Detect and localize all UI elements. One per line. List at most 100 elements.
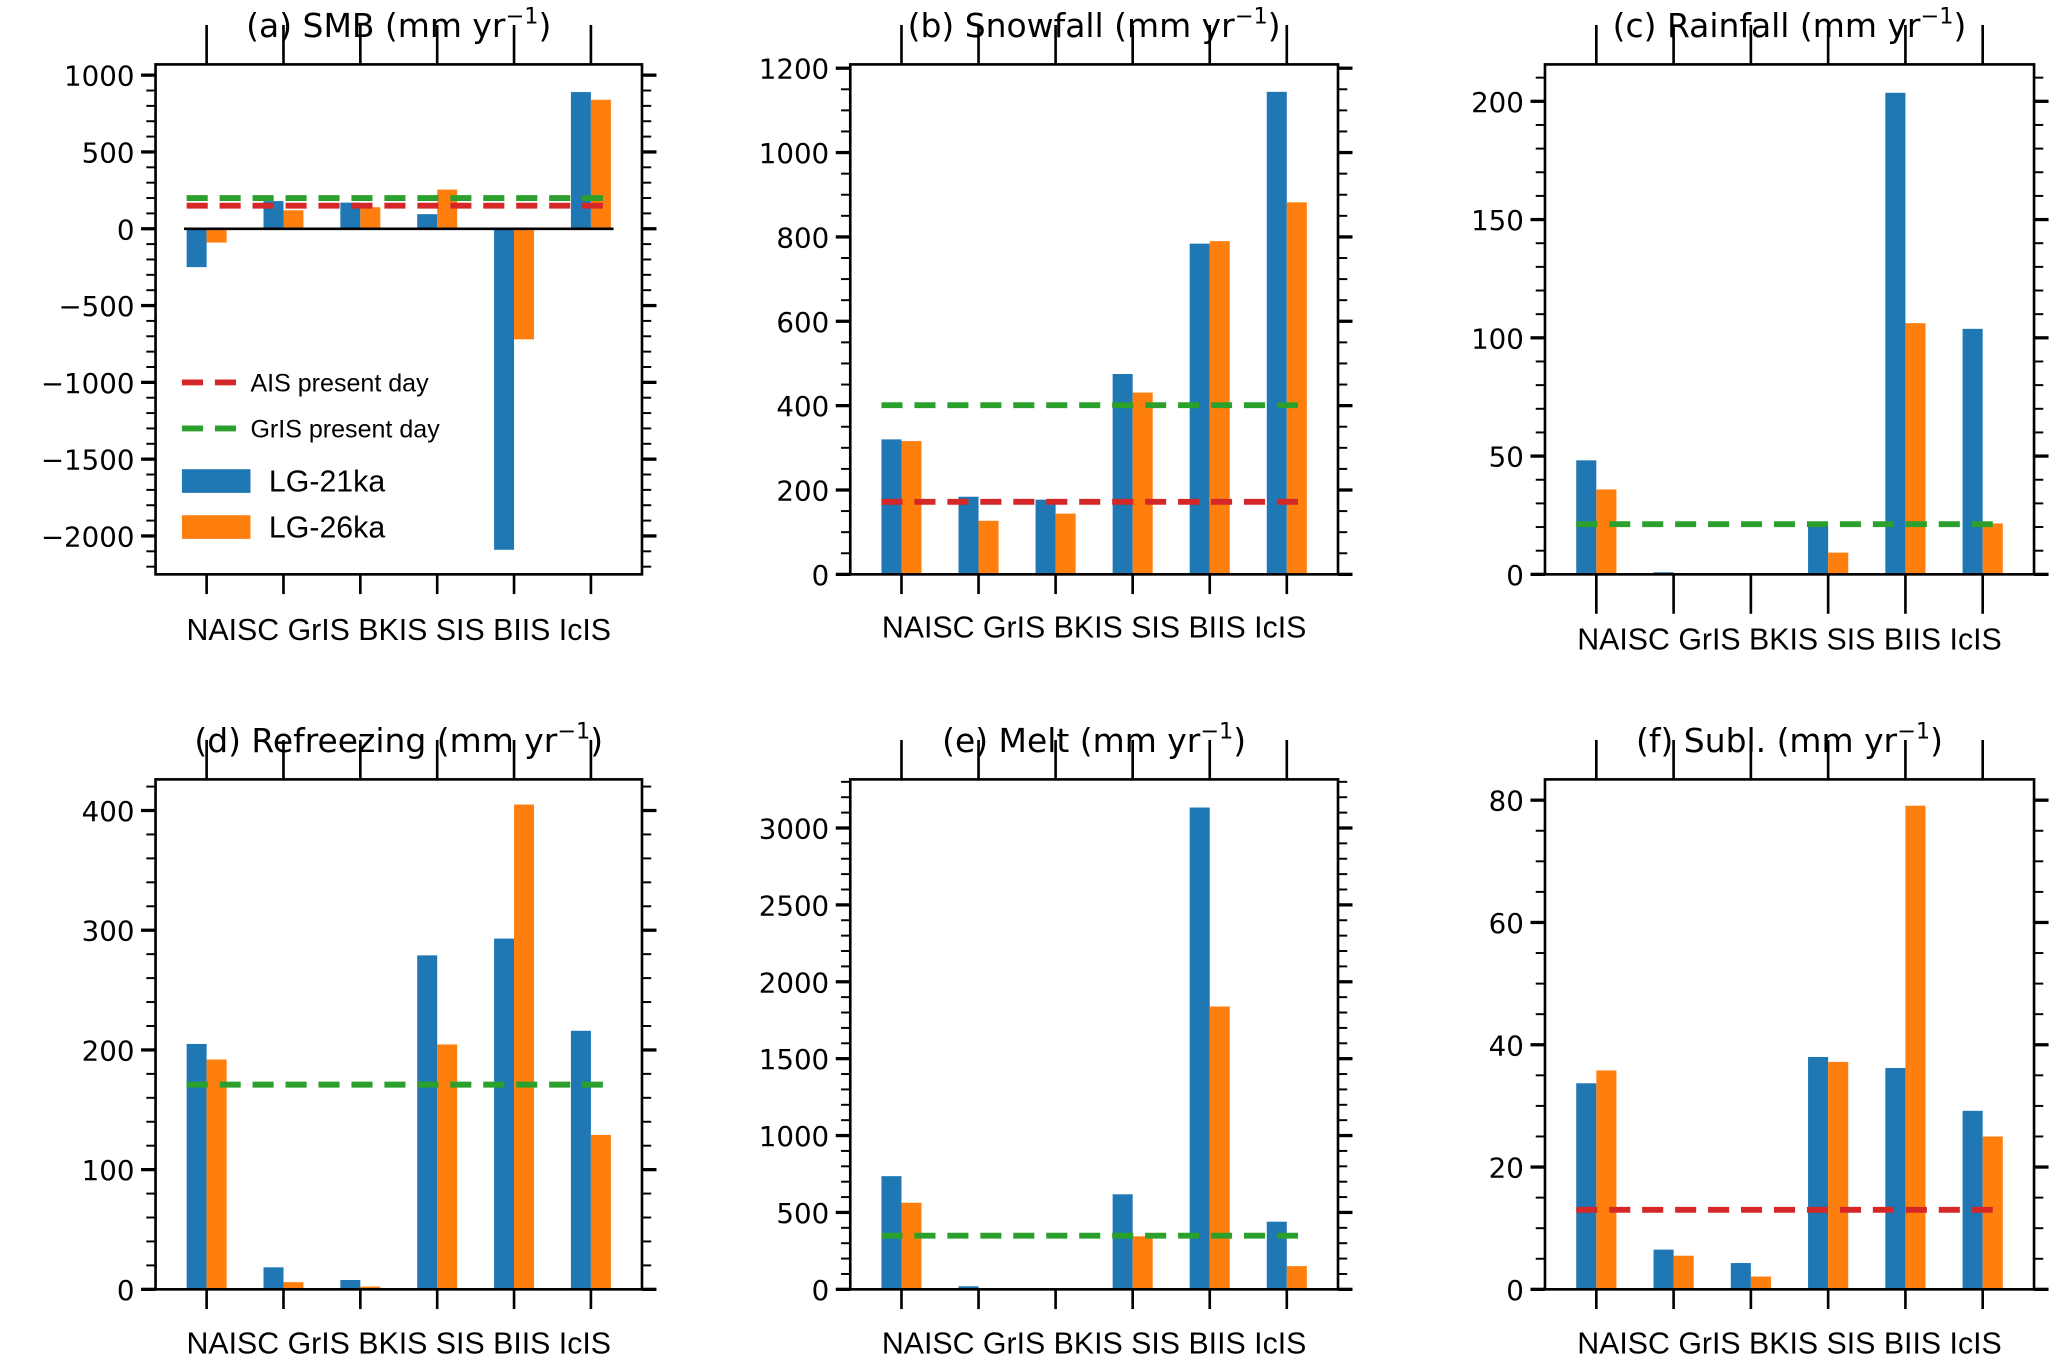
x-tick-label: NAISC — [882, 1328, 975, 1359]
x-tick-label: NAISC — [187, 1328, 280, 1359]
panel-title: (e) Melt (mm yr−1) — [942, 719, 1246, 760]
bar-lg-21ka-biis — [1189, 807, 1210, 1290]
y-tick-label: 20 — [1489, 1152, 1524, 1185]
y-tick-label: −2000 — [41, 521, 135, 554]
bar-lg-21ka-naisc — [186, 1043, 207, 1290]
x-tick-label: SIS — [1818, 623, 1875, 656]
x-tick-label: NAISC — [882, 611, 975, 644]
bar-lg-26ka-gris — [283, 1282, 304, 1290]
bar-lg-26ka-sis — [1828, 1061, 1849, 1290]
y-tick-label: 600 — [776, 306, 829, 339]
bar-lg-26ka-bkis — [1055, 513, 1076, 575]
y-tick-label: 1000 — [64, 60, 134, 93]
panel-refreezing: (d) Refreezing (mm yr−1) 0 100 200 300 400 NAI… — [82, 719, 657, 1359]
bar-lg-26ka-biis — [514, 804, 535, 1290]
bar-lg-21ka-gris — [263, 1267, 284, 1290]
x-tick-label: SIS — [1123, 1328, 1180, 1359]
bar-lg-21ka-bkis — [1035, 499, 1056, 575]
legend-patch-swatch — [181, 469, 251, 493]
y-tick-label: 1000 — [759, 1120, 829, 1153]
bar-lg-21ka-biis — [494, 938, 515, 1290]
bar-lg-21ka-icis — [570, 1030, 591, 1290]
bar-lg-26ka-sis — [1132, 1236, 1153, 1290]
panel-sublimation: (f) Subl. (mm yr−1) 0 20 40 60 80 NAISC GrIS B… — [1489, 719, 2049, 1359]
panel-title: (b) Snowfall (mm yr−1) — [908, 4, 1281, 45]
panel-rainfall: (c) Rainfall (mm yr−1) 0 50 100 150 200 NAISC … — [1471, 4, 2049, 656]
x-tick-labels: NAISC GrIS BKIS SIS BIIS IcIS — [1577, 1328, 2002, 1359]
y-tick-label: 50 — [1489, 441, 1524, 474]
y-tick-label: 80 — [1489, 785, 1524, 818]
x-tick-label: GrIS — [975, 611, 1046, 644]
x-tick-label: NAISC — [187, 614, 280, 647]
bar-lg-21ka-gris — [958, 1286, 979, 1290]
bar-lg-26ka-bkis — [1750, 1276, 1771, 1290]
y-tick-label: 0 — [1506, 1274, 1524, 1307]
x-tick-label: IcIS — [1246, 1328, 1307, 1359]
bar-lg-21ka-biis — [1189, 243, 1210, 575]
y-tick-label: 300 — [82, 915, 135, 948]
panel-title: (d) Refreezing (mm yr−1) — [194, 719, 603, 760]
bar-lg-26ka-sis — [1828, 552, 1849, 575]
x-tick-labels: NAISC GrIS BKIS SIS BIIS IcIS — [187, 1328, 612, 1359]
bar-lg-26ka-bkis — [360, 1286, 381, 1290]
bar-lg-21ka-bkis — [340, 1280, 361, 1290]
y-tick-label: 3000 — [759, 813, 829, 846]
y-tick-label: 2000 — [759, 966, 829, 999]
bar-lg-26ka-icis — [590, 1134, 611, 1290]
panel-melt: (e) Melt (mm yr−1) 0 500 1000 1500 2000 2500 30… — [759, 719, 1353, 1359]
legend-label: GrIS present day — [250, 416, 440, 444]
bar-lg-26ka-sis — [1132, 392, 1153, 575]
y-tick-label: 1000 — [759, 137, 829, 170]
y-tick-label: 200 — [776, 475, 829, 508]
bar-lg-26ka-naisc — [206, 228, 227, 243]
x-tick-label: IcIS — [1246, 611, 1307, 644]
y-tick-label: 0 — [117, 213, 135, 246]
x-tick-label: BKIS — [350, 1328, 428, 1359]
y-tick-label: −1000 — [41, 367, 135, 400]
legend-label: AIS present day — [250, 370, 429, 398]
x-tick-label: BKIS — [1045, 1328, 1123, 1359]
x-tick-label: SIS — [1818, 1328, 1875, 1359]
bar-lg-26ka-naisc — [1596, 489, 1617, 575]
bar-lg-26ka-icis — [1286, 202, 1307, 575]
bar-lg-21ka-naisc — [1576, 460, 1597, 575]
y-tick-label: 400 — [776, 390, 829, 423]
x-tick-label: BKIS — [1741, 1328, 1819, 1359]
y-tick-label: 500 — [82, 137, 135, 170]
panel-title: (a) SMB (mm yr−1) — [246, 4, 551, 45]
y-tick-label: −1500 — [41, 444, 135, 477]
y-tick-label: 40 — [1489, 1029, 1524, 1062]
bar-lg-21ka-biis — [1885, 92, 1906, 575]
x-tick-label: BKIS — [1045, 611, 1123, 644]
bar-lg-26ka-icis — [1286, 1266, 1307, 1290]
bar-lg-21ka-bkis — [340, 202, 361, 229]
x-tick-label: SIS — [427, 1328, 484, 1359]
x-tick-label: IcIS — [1941, 623, 2002, 656]
x-tick-labels: NAISC GrIS BKIS SIS BIIS IcIS — [187, 614, 612, 647]
x-tick-label: GrIS — [279, 614, 350, 647]
y-tick-label: 200 — [1471, 86, 1524, 119]
x-tick-label: GrIS — [975, 1328, 1046, 1359]
y-tick-label: 2500 — [759, 889, 829, 922]
legend-label: LG-21ka — [269, 466, 385, 499]
bar-lg-21ka-naisc — [881, 439, 902, 575]
x-tick-label: BIIS — [1875, 623, 1941, 656]
bar-lg-21ka-sis — [1112, 374, 1133, 575]
bar-lg-26ka-gris — [978, 520, 999, 575]
y-tick-label: 150 — [1471, 204, 1524, 237]
bar-lg-26ka-naisc — [206, 1059, 227, 1290]
x-tick-label: NAISC — [1577, 623, 1670, 656]
x-tick-label: GrIS — [1670, 623, 1741, 656]
x-tick-label: BIIS — [1180, 1328, 1246, 1359]
bar-lg-26ka-icis — [1982, 1136, 2003, 1290]
bar-lg-21ka-icis — [1266, 91, 1287, 575]
legend-label: LG-26ka — [269, 512, 385, 545]
bar-lg-26ka-naisc — [1596, 1070, 1617, 1290]
panel-title: (c) Rainfall (mm yr−1) — [1613, 4, 1967, 45]
bar-lg-21ka-sis — [1808, 1056, 1829, 1290]
x-tick-label: BKIS — [1741, 623, 1819, 656]
bar-lg-26ka-gris — [283, 210, 304, 229]
bar-lg-26ka-biis — [1209, 1006, 1230, 1290]
bar-lg-21ka-biis — [1885, 1067, 1906, 1290]
